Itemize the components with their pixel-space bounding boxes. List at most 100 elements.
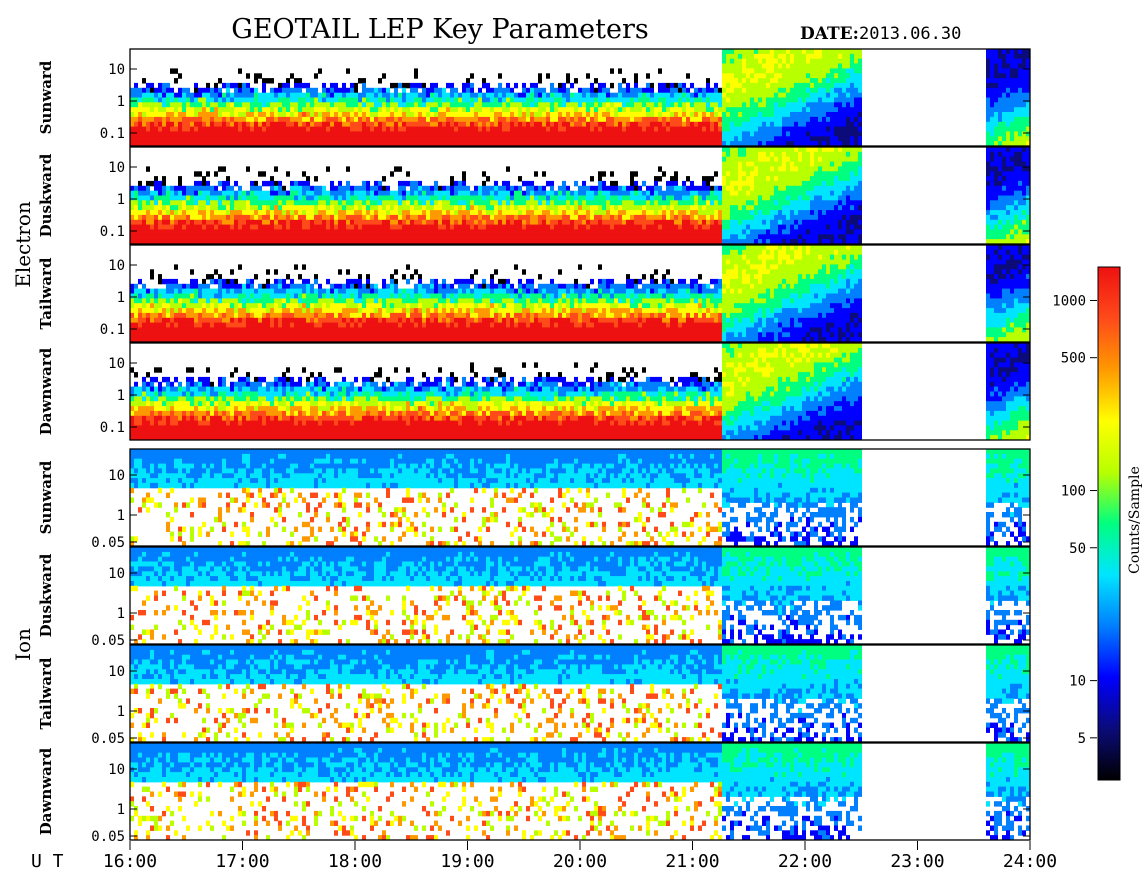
heatmap-cell: [590, 83, 594, 88]
heatmap-cell: [186, 196, 190, 201]
heatmap-cell: [778, 157, 782, 162]
heatmap-cell: [666, 229, 670, 234]
heatmap-cell: [198, 205, 202, 210]
heatmap-cell: [426, 117, 430, 122]
heatmap-cell: [706, 136, 710, 141]
heatmap-cell: [826, 127, 830, 132]
heatmap-cell: [710, 117, 714, 122]
heatmap-cell: [710, 196, 714, 201]
panel-label-sunward: Sunward: [37, 60, 55, 134]
heatmap-cell: [350, 191, 354, 196]
heatmap-cell: [194, 181, 198, 186]
heatmap-cell: [294, 191, 298, 196]
heatmap-cell: [750, 152, 754, 157]
heatmap-cell: [514, 107, 518, 112]
heatmap-cell: [746, 54, 750, 59]
heatmap-cell: [662, 234, 666, 239]
heatmap-cell: [718, 107, 722, 112]
heatmap-cell: [774, 152, 778, 157]
heatmap-cell: [274, 112, 278, 117]
heatmap-cell: [378, 196, 382, 201]
heatmap-cell: [822, 73, 826, 78]
heatmap-cell: [150, 215, 154, 220]
heatmap-cell: [574, 200, 578, 205]
heatmap-cell: [470, 215, 474, 220]
heatmap-cell: [458, 215, 462, 220]
heatmap-cell: [350, 186, 354, 191]
heatmap-cell: [842, 117, 846, 122]
heatmap-cell: [758, 186, 762, 191]
heatmap-cell: [830, 112, 834, 117]
heatmap-cell: [990, 64, 994, 69]
heatmap-cell: [678, 186, 682, 191]
heatmap-cell: [506, 98, 510, 103]
heatmap-cell: [550, 229, 554, 234]
heatmap-cell: [742, 191, 746, 196]
heatmap-cell: [498, 88, 502, 93]
heatmap-cell: [466, 215, 470, 220]
heatmap-cell: [714, 83, 718, 88]
heatmap-cell: [770, 152, 774, 157]
heatmap-cell: [666, 205, 670, 210]
heatmap-cell: [290, 93, 294, 98]
heatmap-cell: [838, 98, 842, 103]
heatmap-cell: [310, 122, 314, 127]
heatmap-cell: [642, 102, 646, 107]
heatmap-cell: [610, 191, 614, 196]
heatmap-cell: [654, 220, 658, 225]
heatmap-cell: [522, 98, 526, 103]
heatmap-cell: [570, 112, 574, 117]
heatmap-cell: [542, 112, 546, 117]
heatmap-cell: [470, 220, 474, 225]
heatmap-cell: [486, 136, 490, 141]
heatmap-cell: [274, 220, 278, 225]
heatmap-cell: [402, 93, 406, 98]
heatmap-cell: [822, 83, 826, 88]
heatmap-cell: [650, 98, 654, 103]
heatmap-cell: [394, 136, 398, 141]
heatmap-cell: [694, 88, 698, 93]
heatmap-cell: [682, 215, 686, 220]
heatmap-cell: [482, 215, 486, 220]
heatmap-cell: [534, 200, 538, 205]
heatmap-cell: [510, 88, 514, 93]
heatmap-cell: [714, 220, 718, 225]
heatmap-cell: [490, 112, 494, 117]
heatmap-cell: [330, 225, 334, 230]
heatmap-cell: [386, 210, 390, 215]
heatmap-cell: [486, 98, 490, 103]
heatmap-cell: [398, 234, 402, 239]
heatmap-cell: [234, 98, 238, 103]
heatmap-cell: [854, 102, 858, 107]
heatmap-cell: [622, 191, 626, 196]
heatmap-cell: [706, 191, 710, 196]
heatmap-cell: [990, 98, 994, 103]
heatmap-cell: [446, 83, 450, 88]
heatmap-cell: [442, 200, 446, 205]
heatmap-cell: [390, 225, 394, 230]
heatmap-cell: [194, 122, 198, 127]
heatmap-cell: [658, 191, 662, 196]
heatmap-cell: [594, 196, 598, 201]
heatmap-cell: [262, 107, 266, 112]
heatmap-cell: [754, 117, 758, 122]
heatmap-cell: [422, 229, 426, 234]
heatmap-cell: [390, 171, 394, 176]
heatmap-cell: [838, 93, 842, 98]
heatmap-cell: [758, 64, 762, 69]
heatmap-cell: [358, 225, 362, 230]
heatmap-cell: [334, 117, 338, 122]
heatmap-cell: [818, 73, 822, 78]
heatmap-cell: [186, 210, 190, 215]
heatmap-cell: [494, 112, 498, 117]
heatmap-cell: [694, 131, 698, 136]
heatmap-cell: [526, 234, 530, 239]
heatmap-cell: [326, 93, 330, 98]
heatmap-cell: [582, 131, 586, 136]
heatmap-cell: [1010, 112, 1014, 117]
heatmap-cell: [618, 205, 622, 210]
heatmap-cell: [270, 181, 274, 186]
heatmap-cell: [214, 200, 218, 205]
heatmap-cell: [502, 98, 506, 103]
heatmap-cell: [342, 102, 346, 107]
